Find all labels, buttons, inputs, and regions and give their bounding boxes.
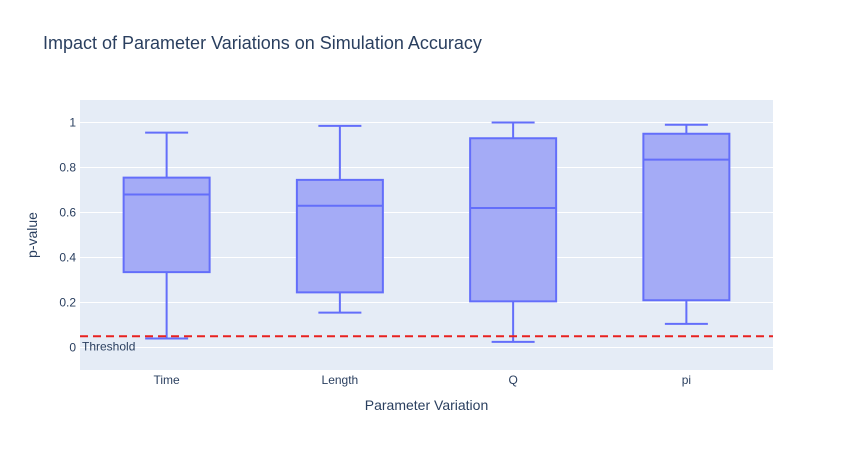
threshold-annotation: Threshold — [80, 335, 773, 353]
box-iqr — [642, 132, 731, 302]
x-tick-label: Time — [154, 373, 181, 387]
threshold-label: Threshold — [82, 339, 135, 353]
box-length — [295, 124, 384, 314]
chart-title: Impact of Parameter Variations on Simula… — [43, 33, 482, 53]
boxes — [122, 121, 731, 343]
y-axis-ticks: 0 0.2 0.4 0.6 0.8 1 — [59, 116, 76, 355]
y-axis-title: p-value — [24, 212, 40, 258]
x-tick-label: Q — [508, 373, 517, 387]
x-axis-title: Parameter Variation — [365, 397, 488, 413]
box-time — [122, 131, 211, 340]
box-iqr — [469, 137, 558, 303]
box-iqr — [295, 178, 384, 294]
box-iqr — [122, 176, 211, 274]
x-tick-label: pi — [682, 373, 691, 387]
box-q — [469, 121, 558, 343]
y-tick-label: 0.6 — [59, 206, 76, 220]
y-tick-label: 0.8 — [59, 161, 76, 175]
y-tick-label: 0.2 — [59, 296, 76, 310]
y-tick-label: 1 — [69, 116, 76, 130]
x-tick-label: Length — [322, 373, 359, 387]
y-tick-label: 0.4 — [59, 251, 76, 265]
box-pi — [642, 123, 731, 325]
y-tick-label: 0 — [69, 341, 76, 355]
